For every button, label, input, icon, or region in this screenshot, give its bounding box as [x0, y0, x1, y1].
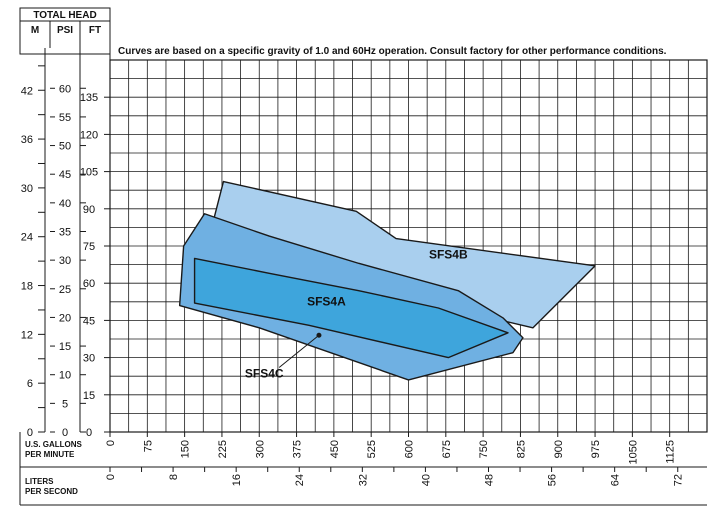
ft-tick-label: 15	[83, 390, 95, 402]
series-label-sfs4b: SFS4B	[429, 247, 468, 261]
m-tick-label: 0	[27, 427, 33, 439]
gpm-tick-label: 750	[478, 440, 490, 458]
m-tick-label: 18	[21, 281, 33, 293]
lps-tick-label: 24	[294, 474, 306, 486]
m-tick-label: 36	[21, 134, 33, 146]
lps-tick-label: 40	[420, 474, 432, 486]
series-layer	[178, 180, 596, 381]
col-header-m: M	[31, 25, 39, 36]
gpm-tick-label: 825	[515, 440, 527, 458]
series-labels: SFS4B SFS4C SFS4A	[245, 247, 468, 380]
chart-note: Curves are based on a specific gravity o…	[118, 46, 667, 57]
gpm-tick-label: 675	[441, 440, 453, 458]
series-label-sfs4c: SFS4C	[245, 366, 284, 380]
gpm-tick-label: 0	[105, 440, 117, 446]
series-label-sfs4a: SFS4A	[307, 295, 346, 309]
psi-tick-label: 30	[59, 255, 71, 267]
gpm-tick-label: 1050	[627, 440, 639, 464]
lps-tick-label: 72	[673, 474, 685, 486]
total-head-header: TOTAL HEAD M PSI FT	[19, 7, 111, 55]
pointer-dot-sfs4c	[316, 332, 322, 338]
gpm-tick-label: 375	[292, 440, 304, 458]
m-tick-label: 12	[21, 329, 33, 341]
gpm-tick-label: 600	[404, 440, 416, 458]
ft-tick-label: 105	[80, 167, 98, 179]
total-head-title: TOTAL HEAD	[33, 10, 96, 21]
lps-tick-label: 48	[483, 474, 495, 486]
pointer-sfs4c	[278, 334, 320, 368]
psi-tick-label: 35	[59, 226, 71, 238]
gpm-tick-label: 75	[142, 440, 154, 452]
ft-tick-label: 120	[80, 129, 98, 141]
lps-tick-label: 0	[105, 474, 117, 480]
psi-tick-label: 25	[59, 284, 71, 296]
ft-tick-label: 135	[80, 92, 98, 104]
axis-ticks: 0153045607590105120135051015202530354045…	[21, 65, 685, 486]
col-header-ft: FT	[89, 25, 101, 36]
lps-tick-label: 56	[547, 474, 559, 486]
gpm-tick-label: 450	[329, 440, 341, 458]
m-tick-label: 42	[21, 85, 33, 97]
gpm-axis-label-line1: U.S. GALLONS	[25, 440, 83, 449]
gpm-tick-label: 525	[366, 440, 378, 458]
psi-tick-label: 45	[59, 169, 71, 181]
ft-tick-label: 75	[83, 241, 95, 253]
ft-tick-label: 60	[83, 278, 95, 290]
lps-tick-label: 8	[168, 474, 180, 480]
psi-tick-label: 5	[62, 398, 68, 410]
lps-axis-label-line1: LITERS	[25, 477, 54, 486]
gpm-tick-label: 150	[180, 440, 192, 458]
m-tick-label: 24	[21, 232, 33, 244]
gpm-tick-label: 900	[553, 440, 565, 458]
ft-tick-label: 30	[83, 353, 95, 365]
psi-tick-label: 0	[62, 427, 68, 439]
ft-tick-label: 45	[83, 315, 95, 327]
m-tick-label: 6	[27, 378, 33, 390]
lps-tick-label: 16	[231, 474, 243, 486]
lps-tick-label: 32	[357, 474, 369, 486]
ft-tick-label: 90	[83, 204, 95, 216]
gpm-tick-label: 1125	[665, 440, 677, 464]
curve-sfs4a	[193, 257, 509, 359]
lps-axis-label-line2: PER SECOND	[25, 487, 78, 496]
psi-tick-label: 15	[59, 341, 71, 353]
psi-tick-label: 60	[59, 83, 71, 95]
col-header-psi: PSI	[57, 25, 73, 36]
gpm-tick-label: 975	[590, 440, 602, 458]
psi-tick-label: 20	[59, 312, 71, 324]
psi-tick-label: 10	[59, 370, 71, 382]
lps-tick-label: 64	[610, 474, 622, 486]
gpm-tick-label: 225	[217, 440, 229, 458]
m-tick-label: 30	[21, 183, 33, 195]
ft-tick-label: 0	[86, 427, 92, 439]
psi-tick-label: 50	[59, 141, 71, 153]
psi-tick-label: 40	[59, 198, 71, 210]
psi-tick-label: 55	[59, 112, 71, 124]
gpm-tick-label: 300	[254, 440, 266, 458]
gpm-axis-label-line2: PER MINUTE	[25, 450, 75, 459]
